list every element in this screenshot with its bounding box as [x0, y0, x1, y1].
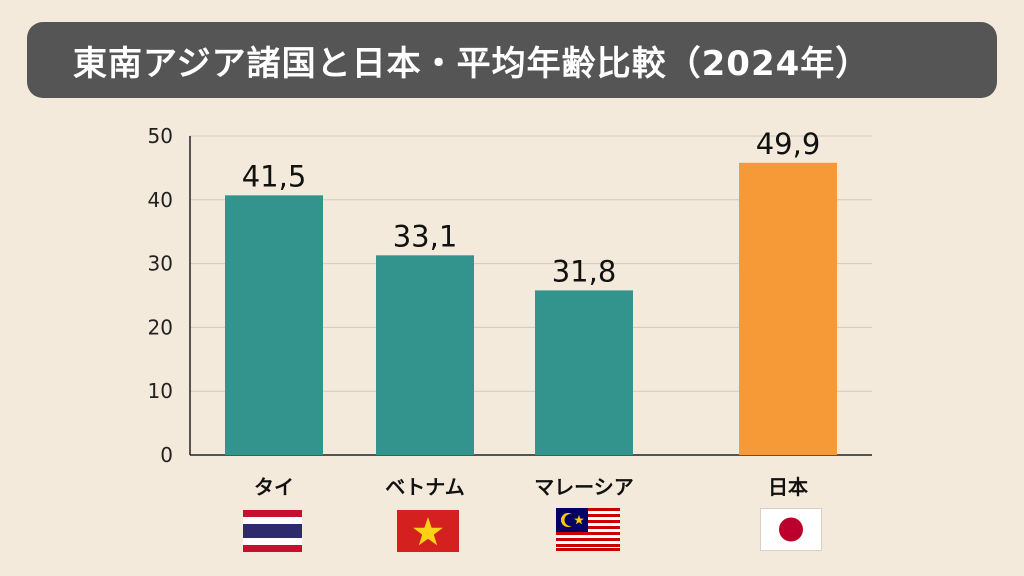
japan-flag-icon	[760, 508, 822, 551]
x-category-label: マレーシア	[534, 475, 634, 499]
y-tick-label: 20	[148, 315, 173, 339]
y-tick-label: 0	[160, 443, 173, 467]
malaysia-flag-icon	[556, 508, 620, 551]
y-tick-label: 30	[148, 252, 173, 276]
x-category-label: タイ	[254, 475, 294, 499]
x-category-label: ベトナム	[385, 475, 464, 499]
thailand-flag-icon	[243, 510, 302, 552]
vietnam-flag-icon	[397, 510, 459, 552]
bar-value-label: 41,5	[242, 159, 307, 193]
bar	[376, 255, 474, 455]
chart-title: 東南アジア諸国と日本・平均年齢比較（2024年）	[73, 43, 871, 84]
y-tick-label: 10	[148, 379, 173, 403]
bar	[535, 290, 633, 455]
x-category-label: 日本	[768, 475, 808, 499]
title-banner: 東南アジア諸国と日本・平均年齢比較（2024年）	[27, 22, 997, 98]
bar	[739, 162, 837, 455]
y-tick-label: 40	[148, 188, 173, 212]
bar-value-label: 49,9	[756, 127, 821, 161]
bar-value-label: 31,8	[552, 254, 617, 288]
bar	[225, 195, 323, 456]
y-tick-label: 50	[148, 124, 173, 148]
bar-value-label: 33,1	[393, 219, 458, 253]
